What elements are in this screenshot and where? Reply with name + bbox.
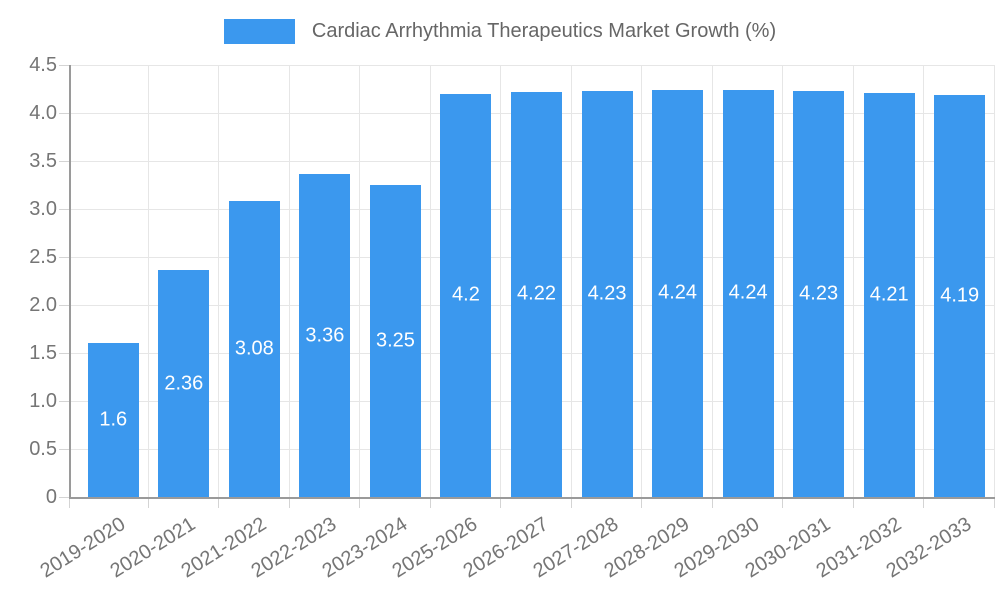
bar: 3.08 (228, 201, 280, 497)
y-axis-tick (59, 449, 69, 450)
bar-value-label: 3.25 (375, 329, 415, 352)
x-gridline (852, 65, 854, 497)
bar: 4.24 (722, 89, 774, 497)
x-axis-tick (782, 499, 784, 508)
x-axis-tick (359, 499, 361, 508)
y-axis-tick (59, 65, 69, 66)
bar: 4.23 (581, 90, 633, 497)
bar-value-label: 4.24 (658, 281, 698, 304)
bar: 4.21 (863, 92, 915, 497)
bar: 4.22 (511, 91, 562, 497)
x-gridline (923, 65, 925, 497)
y-axis-tick (59, 353, 69, 354)
bar: 4.2 (440, 93, 492, 497)
bar-value-label: 4.24 (728, 281, 768, 304)
bar-value-label: 4.2 (452, 283, 480, 306)
y-axis-line (69, 65, 71, 499)
x-gridline (641, 65, 643, 497)
x-gridline (429, 65, 431, 497)
y-tick-label: 1.0 (29, 390, 57, 412)
x-axis-tick (852, 499, 854, 508)
bar-value-label: 4.23 (587, 282, 627, 305)
bar-value-label: 4.21 (869, 283, 909, 306)
x-gridline (147, 65, 149, 497)
x-gridline (500, 65, 502, 497)
y-axis-tick (59, 161, 69, 162)
y-tick-label: 2.5 (29, 246, 57, 268)
y-tick-label: 0 (45, 486, 57, 508)
y-tick-label: 4.0 (29, 102, 57, 124)
y-gridline (71, 65, 995, 66)
bar: 4.23 (793, 90, 845, 497)
y-tick-label: 3.5 (29, 150, 57, 172)
x-axis-tick (147, 499, 149, 508)
x-axis-tick (69, 499, 70, 508)
y-axis-tick (59, 497, 69, 498)
x-gridline (218, 65, 220, 497)
y-tick-label: 0.5 (29, 438, 57, 460)
x-axis-line (69, 497, 995, 499)
legend-swatch (223, 19, 295, 44)
y-tick-label: 3.0 (29, 198, 57, 220)
bar-value-label: 2.36 (164, 372, 204, 395)
y-tick-label: 1.5 (29, 342, 57, 364)
bar: 4.24 (652, 89, 704, 497)
bar: 3.25 (369, 185, 421, 497)
bar: 1.6 (87, 343, 139, 497)
chart-legend: Cardiac Arrhythmia Therapeutics Market G… (0, 19, 1000, 44)
y-axis-tick (59, 401, 69, 402)
y-axis-tick (59, 305, 69, 306)
bar-value-label: 4.23 (799, 282, 839, 305)
x-gridline (994, 65, 995, 497)
x-axis-tick (923, 499, 925, 508)
x-gridline (570, 65, 572, 497)
x-axis-tick (994, 499, 995, 508)
bar: 2.36 (158, 270, 210, 497)
y-axis-tick (59, 257, 69, 258)
x-axis-tick (218, 499, 220, 508)
bar-value-label: 3.08 (234, 337, 274, 360)
bar-value-label: 1.6 (99, 408, 128, 431)
x-axis-tick (429, 499, 431, 508)
x-gridline (782, 65, 784, 497)
x-axis-tick (570, 499, 572, 508)
y-tick-label: 4.5 (29, 54, 57, 76)
bar-value-label: 4.19 (940, 284, 980, 307)
bar-value-label: 3.36 (305, 324, 345, 347)
x-axis-tick (500, 499, 502, 508)
bar: 4.19 (934, 94, 986, 497)
x-axis-tick (641, 499, 643, 508)
y-tick-label: 2.0 (29, 294, 57, 316)
x-gridline (711, 65, 713, 497)
legend-label: Cardiac Arrhythmia Therapeutics Market G… (311, 20, 777, 42)
x-gridline (359, 65, 361, 497)
y-axis-tick (59, 209, 69, 210)
bar: 3.36 (299, 174, 351, 497)
x-axis-tick (288, 499, 290, 508)
x-gridline (288, 65, 290, 497)
x-axis-tick (711, 499, 713, 508)
bar-value-label: 4.22 (517, 282, 556, 305)
y-axis-tick (59, 113, 69, 114)
